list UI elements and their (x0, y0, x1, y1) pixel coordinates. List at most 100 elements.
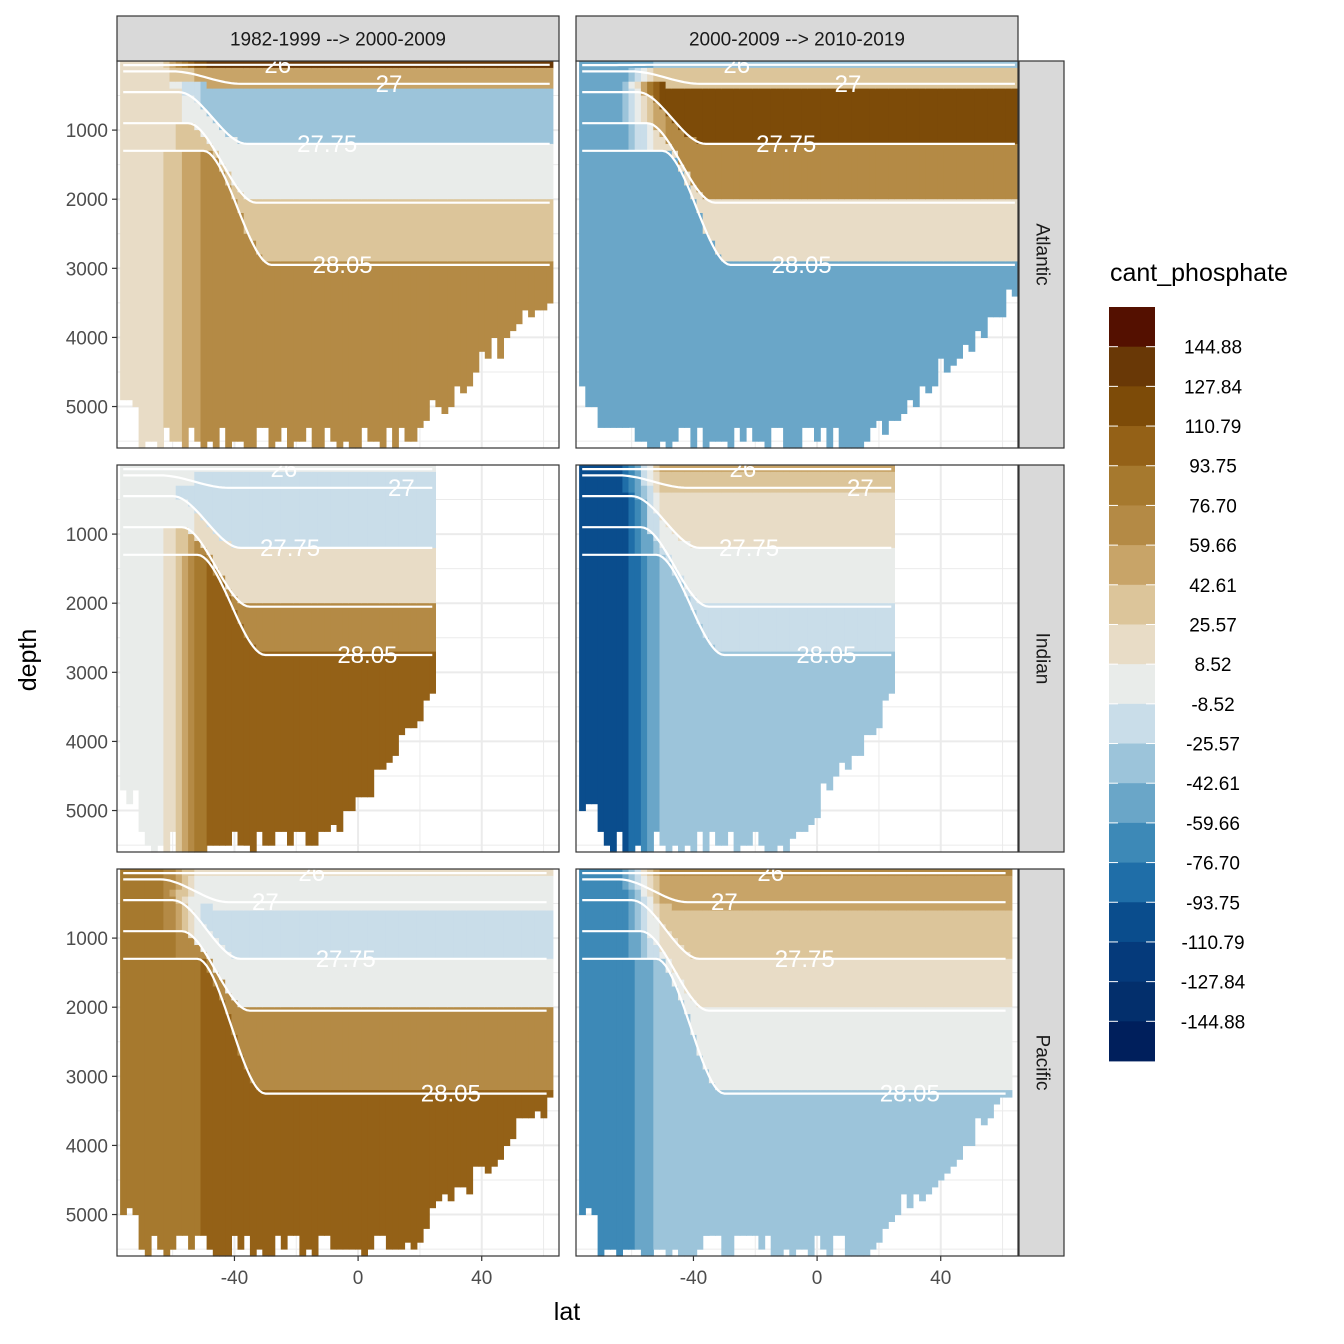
field-cell (435, 1090, 443, 1202)
field-cell (956, 67, 963, 90)
field-cell (733, 651, 741, 853)
field-cell (900, 1090, 908, 1195)
field-cell (764, 1090, 772, 1236)
field-cell (974, 88, 982, 145)
field-cell (515, 910, 523, 960)
field-cell (851, 603, 858, 653)
field-cell (268, 88, 276, 145)
legend-break-label: -76.70 (1186, 854, 1240, 875)
field-cell (746, 547, 753, 604)
field-cell (379, 199, 387, 262)
field-cell (863, 1007, 871, 1091)
field-cell (361, 1007, 368, 1091)
field-cell (336, 67, 344, 90)
isopycnal-lines (582, 63, 1015, 266)
field-cell (515, 199, 523, 262)
field-cell (367, 1090, 375, 1250)
field-cell (894, 1090, 902, 1216)
field-cell (206, 931, 214, 960)
field-cell (634, 123, 642, 152)
field-cell (875, 547, 883, 604)
field-cell (453, 1090, 461, 1188)
field-cell (807, 471, 815, 494)
field-cell (838, 471, 846, 494)
field-cell (640, 465, 648, 487)
y-tick-label: 5000 (66, 398, 108, 419)
field-cell (795, 67, 803, 90)
field-cell (814, 492, 821, 549)
field-cell (875, 651, 883, 729)
field-cell (423, 603, 430, 653)
field-cell (509, 261, 517, 332)
field-cell (274, 958, 282, 1008)
field-cell (974, 1090, 982, 1119)
field-cell (416, 67, 424, 90)
field-cell (355, 1007, 362, 1091)
field-cell (919, 875, 926, 912)
field-cell (231, 88, 239, 138)
field-cell (503, 67, 511, 90)
y-axis-title: depth (14, 629, 42, 692)
field-cell (509, 199, 517, 262)
field-cell (746, 958, 753, 1008)
field-cell (200, 109, 208, 138)
field-cell (900, 875, 908, 912)
field-cell (491, 1007, 498, 1091)
y-tick-label: 1000 (66, 525, 108, 546)
field-cell (429, 603, 436, 653)
field-cell (789, 67, 797, 90)
field-cell (311, 88, 319, 145)
field-cell (987, 910, 994, 960)
field-cell (509, 1090, 517, 1140)
field-cell (937, 88, 945, 145)
field-cell (379, 1090, 387, 1236)
field-cell (491, 143, 498, 200)
field-cell (993, 1090, 1001, 1105)
field-cell (739, 1007, 747, 1091)
field-cell (280, 875, 288, 912)
field-cell (727, 143, 735, 200)
field-cell (175, 123, 183, 442)
field-cell (882, 958, 889, 1008)
field-cell (931, 958, 939, 1008)
field-cell (144, 465, 152, 846)
field-cell (336, 261, 344, 449)
field-cell (540, 88, 548, 145)
field-cell (194, 875, 202, 946)
field-cell (225, 67, 232, 90)
column-strip (116, 15, 560, 62)
field-cell (317, 910, 325, 960)
field-cell (206, 903, 214, 932)
field-cell (299, 910, 307, 960)
isopycnal-27 (123, 474, 433, 489)
field-cell (851, 492, 858, 549)
field-cell (838, 143, 846, 200)
field-cell (764, 1007, 772, 1091)
field-cell (925, 958, 933, 1008)
field-cell (739, 199, 747, 262)
field-cell (416, 651, 424, 722)
field-cell (919, 143, 926, 200)
field-cell (385, 199, 393, 262)
field-cell (671, 938, 679, 974)
field-cell (807, 88, 815, 145)
field-cell (857, 1090, 865, 1257)
field-cell (826, 651, 834, 791)
field-cell (801, 875, 809, 912)
field-cell (733, 67, 741, 90)
field-cell (453, 67, 461, 90)
field-cell (875, 1007, 883, 1091)
field-cell (746, 1090, 753, 1236)
field-cell (943, 958, 951, 1008)
legend-title: cant_phosphate (1110, 259, 1288, 287)
field-cell (249, 1007, 257, 1084)
field-cell (640, 896, 648, 932)
field-cell (900, 143, 908, 200)
field-cell (379, 1007, 387, 1091)
field-cell (330, 875, 338, 912)
field-cell (268, 910, 276, 960)
field-cell (968, 199, 976, 262)
field-cell (299, 67, 307, 90)
isopycnal-label-27: 27 (835, 71, 862, 98)
